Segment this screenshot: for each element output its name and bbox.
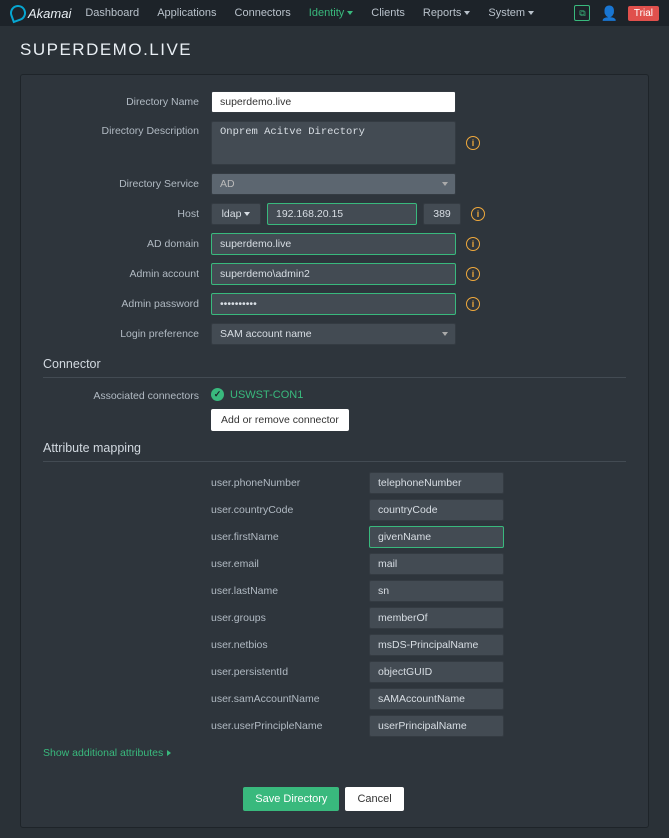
attribute-value-input[interactable] [369,526,504,548]
attribute-value-input[interactable] [369,607,504,629]
row-directory-description: Directory Description i [21,121,626,165]
host-protocol-select[interactable]: ldap [211,203,261,225]
main-nav: Dashboard Applications Connectors Identi… [85,7,574,19]
label-associated-connectors: Associated connectors [21,388,211,402]
attribute-value-input[interactable] [369,580,504,602]
row-directory-service: Directory Service [21,173,626,195]
trial-badge[interactable]: Trial [628,6,659,21]
page-title: SUPERDEMO.LIVE [20,40,649,60]
info-icon[interactable]: i [466,297,480,311]
connector-name-display: ✓ USWST-CON1 [211,388,349,401]
calendar-icon[interactable]: ⧉ [574,5,590,21]
attribute-row: user.groups [21,607,626,629]
nav-clients[interactable]: Clients [371,7,405,19]
info-icon[interactable]: i [466,136,480,150]
akamai-icon [8,3,29,24]
info-icon[interactable]: i [466,267,480,281]
attribute-label: user.samAccountName [211,693,369,705]
attribute-value-input[interactable] [369,688,504,710]
attribute-label: user.lastName [211,585,369,597]
attribute-mapping-list: user.phoneNumber user.countryCode user.fir… [21,472,626,737]
row-admin-password: Admin password i [21,293,626,315]
chevron-right-icon [167,750,171,756]
label-admin-password: Admin password [21,298,211,310]
topbar-right: ⧉ 👤 Trial [574,5,659,22]
label-login-preference: Login preference [21,328,211,340]
brand-logo[interactable]: Akamai [10,5,71,21]
directory-panel: Directory Name Directory Description i D… [20,74,649,828]
user-icon[interactable]: 👤 [600,5,617,22]
row-directory-name: Directory Name [21,91,626,113]
attribute-row: user.lastName [21,580,626,602]
ad-domain-input[interactable] [211,233,456,255]
directory-name-input[interactable] [211,91,456,113]
attribute-value-input[interactable] [369,472,504,494]
footer-buttons: Save Directory Cancel [21,787,626,811]
nav-identity[interactable]: Identity [309,7,353,19]
attribute-value-input[interactable] [369,715,504,737]
attribute-row: user.firstName [21,526,626,548]
attribute-label: user.persistentId [211,666,369,678]
row-host: Host ldap 389 i [21,203,626,225]
label-ad-domain: AD domain [21,238,211,250]
host-port-display: 389 [423,203,461,225]
directory-service-select[interactable] [211,173,456,195]
attribute-label: user.email [211,558,369,570]
nav-connectors[interactable]: Connectors [235,7,291,19]
chevron-down-icon [347,11,353,15]
page-content: SUPERDEMO.LIVE Directory Name Directory … [0,26,669,838]
attribute-value-input[interactable] [369,661,504,683]
chevron-down-icon [244,212,250,216]
connector-section-header: Connector [43,353,626,378]
attribute-label: user.firstName [211,531,369,543]
host-ip-input[interactable] [267,203,417,225]
admin-password-input[interactable] [211,293,456,315]
label-directory-description: Directory Description [21,121,211,137]
attribute-value-input[interactable] [369,634,504,656]
attribute-row: user.phoneNumber [21,472,626,494]
label-directory-name: Directory Name [21,96,211,108]
attribute-row: user.samAccountName [21,688,626,710]
info-icon[interactable]: i [466,237,480,251]
chevron-down-icon [464,11,470,15]
attribute-row: user.countryCode [21,499,626,521]
attribute-label: user.netbios [211,639,369,651]
cancel-button[interactable]: Cancel [345,787,403,811]
attribute-label: user.countryCode [211,504,369,516]
brand-text: Akamai [28,6,71,21]
top-navigation-bar: Akamai Dashboard Applications Connectors… [0,0,669,26]
row-admin-account: Admin account i [21,263,626,285]
admin-account-input[interactable] [211,263,456,285]
check-circle-icon: ✓ [211,388,224,401]
attribute-label: user.groups [211,612,369,624]
save-directory-button[interactable]: Save Directory [243,787,339,811]
row-ad-domain: AD domain i [21,233,626,255]
nav-dashboard[interactable]: Dashboard [85,7,139,19]
nav-reports[interactable]: Reports [423,7,471,19]
show-additional-attributes-link[interactable]: Show additional attributes [43,747,626,759]
nav-applications[interactable]: Applications [157,7,216,19]
chevron-down-icon [528,11,534,15]
add-remove-connector-button[interactable]: Add or remove connector [211,409,349,431]
row-associated-connectors: Associated connectors ✓ USWST-CON1 Add o… [21,388,626,431]
attribute-mapping-section-header: Attribute mapping [43,437,626,462]
label-admin-account: Admin account [21,268,211,280]
info-icon[interactable]: i [471,207,485,221]
login-preference-select[interactable] [211,323,456,345]
row-login-preference: Login preference [21,323,626,345]
attribute-label: user.userPrincipleName [211,720,369,732]
attribute-row: user.email [21,553,626,575]
label-directory-service: Directory Service [21,178,211,190]
directory-description-input[interactable] [211,121,456,165]
label-host: Host [21,208,211,220]
attribute-value-input[interactable] [369,499,504,521]
attribute-label: user.phoneNumber [211,477,369,489]
attribute-value-input[interactable] [369,553,504,575]
nav-system[interactable]: System [488,7,534,19]
attribute-row: user.netbios [21,634,626,656]
attribute-row: user.persistentId [21,661,626,683]
attribute-row: user.userPrincipleName [21,715,626,737]
